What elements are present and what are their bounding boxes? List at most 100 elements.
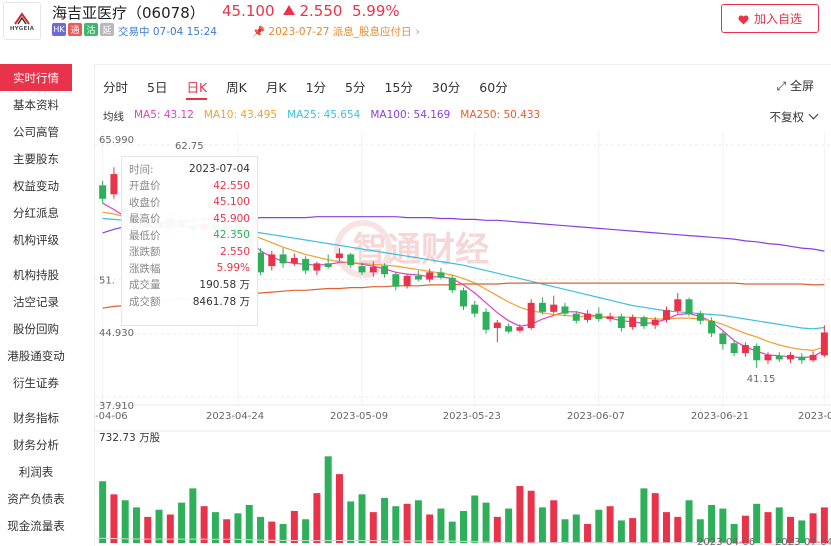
market-badges: HK 通 沽 延 — [52, 23, 114, 36]
sidebar-item-equity-changes[interactable]: 权益变动 — [13, 178, 59, 193]
chart-panel: 分时 5日 日K 周K 月K 1分 5分 15分 30分 60分 ⤢ 全屏 均线… — [94, 64, 831, 546]
tooltip-key: 收盘价 — [129, 196, 161, 209]
candle-body — [392, 274, 400, 287]
tooltip-row: 收盘价 45.100 — [129, 194, 250, 211]
stock-code: （06078） — [127, 4, 205, 22]
add-to-watchlist-button[interactable]: 加入自选 — [721, 4, 819, 33]
sidebar-item-income[interactable]: 利润表 — [18, 464, 54, 479]
volume-bar — [347, 501, 355, 543]
tooltip-key: 时间: — [129, 163, 154, 176]
volume-bar — [155, 509, 163, 543]
sidebar-item-fin-indicators[interactable]: 财务指标 — [13, 410, 59, 425]
candle-body — [302, 258, 310, 271]
tab-15min[interactable]: 15分 — [384, 80, 413, 95]
heart-icon — [738, 14, 749, 24]
volume-bar — [211, 512, 219, 543]
x-tick-label: 2023-06-21 — [691, 411, 749, 422]
tab-daily-k[interactable]: 日K — [186, 77, 207, 100]
fullscreen-button[interactable]: ⤢ 全屏 — [777, 77, 814, 94]
tooltip-value: 45.900 — [213, 212, 250, 225]
watermark-text: 智通财经 — [353, 230, 489, 270]
volume-bar — [787, 516, 795, 543]
sidebar-item-short-selling[interactable]: 沽空记录 — [13, 294, 59, 309]
ma5-legend: MA5: 43.12 — [134, 109, 194, 121]
candle-body — [381, 266, 389, 275]
volume-bar — [358, 494, 366, 543]
volume-bar — [257, 516, 265, 543]
expand-icon: ⤢ — [776, 79, 787, 93]
logo-text: HYGEIA — [9, 25, 35, 32]
volume-bar — [414, 500, 422, 543]
candle-body — [347, 254, 355, 266]
volume-bar — [448, 521, 456, 543]
tooltip-row: 成交量 190.58 万 — [129, 277, 250, 294]
tooltip-key: 开盘价 — [129, 180, 161, 193]
sidebar-item-shareholders[interactable]: 主要股东 — [13, 151, 59, 166]
volume-bar — [302, 519, 310, 543]
candle-body — [617, 316, 625, 328]
volume-bar — [696, 519, 704, 543]
sidebar-item-balance-sheet[interactable]: 资产负债表 — [7, 491, 65, 506]
candle-body — [482, 311, 490, 330]
volume-bar — [809, 513, 817, 543]
sidebar-item-fin-analysis[interactable]: 财务分析 — [13, 437, 59, 452]
tab-monthly-k[interactable]: 月K — [265, 80, 287, 95]
tab-intraday[interactable]: 分时 — [103, 80, 129, 95]
tab-5min[interactable]: 5分 — [345, 80, 366, 95]
candle-body — [629, 317, 637, 328]
sidebar-item-derivatives[interactable]: 衍生证券 — [13, 375, 59, 390]
sidebar-item-cash-flow[interactable]: 现金流量表 — [7, 518, 65, 533]
add-to-watchlist-label: 加入自选 — [753, 12, 802, 26]
volume-bar — [189, 488, 197, 543]
sidebar-item-realtime[interactable]: 实时行情 — [0, 64, 72, 91]
candle-body — [708, 320, 716, 334]
x-tick-label: -04-06 — [95, 411, 128, 422]
volume-bar — [617, 520, 625, 543]
sidebar-item-ratings[interactable]: 机构评级 — [13, 232, 59, 247]
candle-body — [820, 332, 828, 356]
ma10-legend: MA10: 43.495 — [203, 109, 278, 121]
tooltip-value: 45.100 — [213, 196, 250, 209]
candle-body — [110, 174, 118, 195]
tooltip-value: 42.350 — [213, 229, 250, 242]
volume-max-label: 732.73 万股 — [99, 432, 161, 444]
stock-title: 海吉亚医疗（06078） — [52, 2, 205, 23]
volume-bar — [550, 500, 558, 543]
x-tick-label: 2023-05-23 — [443, 411, 501, 422]
volume-bar — [662, 512, 670, 543]
y-tick-label: 51. — [99, 276, 115, 287]
tooltip-key: 最低价 — [129, 229, 161, 242]
sidebar-item-connect-changes[interactable]: 港股通变动 — [7, 348, 65, 363]
tooltip-row: 成交额 8461.78 万 — [129, 293, 250, 310]
badge-hk: HK — [52, 23, 66, 36]
volume-bar — [178, 502, 186, 543]
volume-bar — [223, 519, 231, 543]
volume-bar — [234, 513, 242, 543]
volume-bar — [775, 507, 783, 543]
dividend-notice[interactable]: 📌 2023-07-27 派息_股息应付日 › — [252, 24, 420, 39]
volume-bar — [572, 514, 580, 543]
tab-1min[interactable]: 1分 — [305, 80, 327, 95]
up-arrow-icon — [282, 5, 295, 15]
sidebar-item-buyback[interactable]: 股份回购 — [13, 321, 59, 336]
sidebar-item-dividends[interactable]: 分红派息 — [13, 205, 59, 220]
volume-bar — [482, 502, 490, 543]
candle-body — [99, 185, 107, 199]
volume-bar — [132, 507, 140, 543]
volume-bar — [584, 524, 592, 543]
sidebar-item-institutional[interactable]: 机构持股 — [13, 267, 59, 282]
tab-60min[interactable]: 60分 — [479, 80, 508, 95]
sidebar-item-profile[interactable]: 基本资料 — [13, 97, 59, 112]
volume-bar — [527, 490, 535, 543]
tooltip-value: 190.58 万 — [199, 279, 250, 292]
candle-body — [369, 266, 377, 273]
price-adjust-select[interactable]: 不复权 — [770, 109, 819, 125]
tab-weekly-k[interactable]: 周K — [226, 80, 247, 95]
candle-body — [696, 313, 704, 321]
candle-body — [257, 252, 265, 273]
sidebar-item-executives[interactable]: 公司高管 — [13, 124, 59, 139]
tab-5day[interactable]: 5日 — [147, 80, 168, 95]
chevron-right-icon: › — [415, 26, 420, 38]
tab-30min[interactable]: 30分 — [431, 80, 461, 95]
dividend-notice-text: 2023-07-27 派息_股息应付日 — [268, 26, 412, 38]
